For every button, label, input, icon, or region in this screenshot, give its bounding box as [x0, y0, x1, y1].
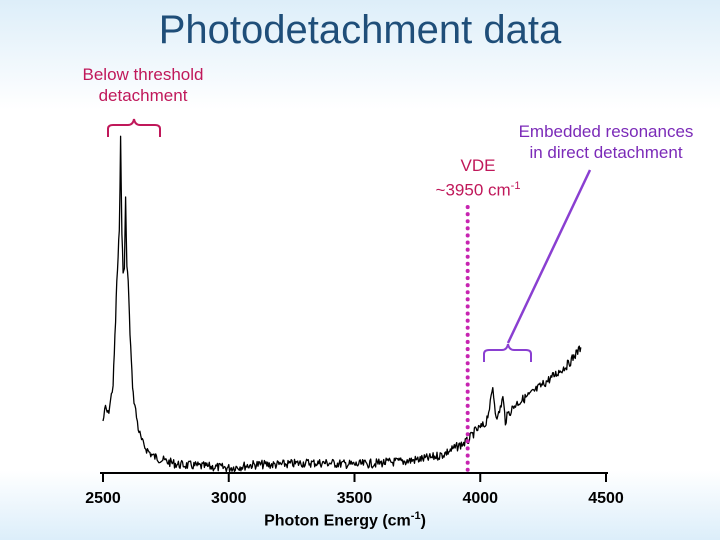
x-axis-label: Photon Energy (cm-1) [250, 510, 440, 530]
spectrum-trace [102, 135, 582, 473]
below-threshold-line-2: detachment [98, 86, 188, 105]
x-axis-label-text: Photon Energy (cm [264, 512, 411, 530]
below-threshold-brace [107, 118, 161, 137]
x-tick-label-4500: 4500 [588, 490, 624, 507]
embedded-line-2: in direct detachment [529, 143, 683, 162]
x-axis-label-exponent: -1 [410, 510, 421, 522]
x-tick-label-3000: 3000 [211, 490, 247, 507]
slide-title: Photodetachment data [158, 8, 562, 52]
vde-value-text: ~3950 cm [435, 180, 511, 200]
x-tick-label-3500: 3500 [337, 490, 373, 507]
embedded-line-1: Embedded resonances [518, 122, 694, 141]
x-tick-label-2500: 2500 [85, 490, 121, 507]
embedded-resonances-brace [483, 343, 532, 362]
vde-value-exponent: -1 [510, 180, 521, 192]
embedded-resonances-annotation: Embedded resonances in direct detachment [496, 121, 716, 163]
below-threshold-annotation: Below threshold detachment [60, 64, 226, 106]
x-tick-label-4000: 4000 [462, 490, 498, 507]
x-axis-label-close: ) [420, 512, 426, 530]
vde-annotation: VDE ~3950 cm-1 [418, 155, 538, 201]
vde-label: VDE [460, 156, 496, 175]
below-threshold-line-1: Below threshold [82, 65, 204, 84]
embedded-resonances-pointer [506, 169, 592, 344]
vde-value: ~3950 cm-1 [418, 176, 538, 201]
